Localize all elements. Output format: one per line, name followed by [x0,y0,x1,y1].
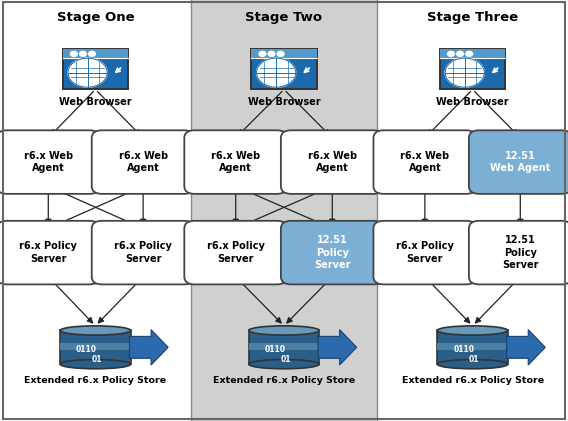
Ellipse shape [437,326,508,335]
Text: r6.x Policy
Server: r6.x Policy Server [207,241,265,264]
Circle shape [257,58,296,87]
Text: r6.x Web
Agent: r6.x Web Agent [24,151,73,173]
Circle shape [457,51,463,56]
Text: r6.x Web
Agent: r6.x Web Agent [308,151,357,173]
Circle shape [268,51,275,56]
FancyBboxPatch shape [63,50,128,90]
Circle shape [89,51,95,56]
FancyBboxPatch shape [251,50,317,90]
Text: 0110: 0110 [76,345,97,354]
FancyBboxPatch shape [184,221,287,285]
FancyBboxPatch shape [251,50,317,58]
Text: Stage One: Stage One [57,11,134,24]
Bar [191,0,377,421]
Bar [0,0,191,421]
FancyBboxPatch shape [281,131,384,194]
Circle shape [445,58,485,87]
Text: Stage Three: Stage Three [427,11,518,24]
Bar [249,343,319,350]
Ellipse shape [249,360,319,369]
Text: r6.x Web
Agent: r6.x Web Agent [400,151,449,173]
Bar [249,330,319,364]
Text: Extended r6.x Policy Store: Extended r6.x Policy Store [213,376,355,384]
Text: r6.x Policy
Server: r6.x Policy Server [114,241,172,264]
Ellipse shape [60,326,131,335]
Text: 01: 01 [281,354,291,364]
Circle shape [259,51,266,56]
Text: r6.x Web
Agent: r6.x Web Agent [211,151,260,173]
Text: 12.51
Policy
Server: 12.51 Policy Server [314,235,350,270]
FancyBboxPatch shape [469,221,568,285]
Circle shape [448,51,454,56]
Text: Extended r6.x Policy Store: Extended r6.x Policy Store [24,376,166,384]
FancyBboxPatch shape [0,221,100,285]
Text: Stage Two: Stage Two [245,11,323,24]
FancyBboxPatch shape [469,131,568,194]
Polygon shape [507,330,545,365]
Text: 01: 01 [469,354,479,364]
FancyBboxPatch shape [184,131,287,194]
Ellipse shape [60,360,131,369]
Text: Web Browser: Web Browser [436,97,509,107]
Circle shape [277,51,284,56]
Bar [60,330,131,364]
Circle shape [80,51,86,56]
Text: r6.x Policy
Server: r6.x Policy Server [396,241,454,264]
Text: Web Browser: Web Browser [59,97,132,107]
FancyBboxPatch shape [281,221,384,285]
Text: Web Browser: Web Browser [248,97,320,107]
Bar [377,0,568,421]
Ellipse shape [249,326,319,335]
FancyBboxPatch shape [374,221,476,285]
Text: 0110: 0110 [265,345,286,354]
FancyBboxPatch shape [92,131,194,194]
FancyBboxPatch shape [440,50,506,90]
FancyBboxPatch shape [374,131,476,194]
Circle shape [68,58,107,87]
Bar [437,330,508,364]
FancyBboxPatch shape [63,50,128,58]
Bar [437,343,508,350]
Text: 0110: 0110 [453,345,474,354]
Text: Extended r6.x Policy Store: Extended r6.x Policy Store [402,376,544,384]
Circle shape [466,51,473,56]
Polygon shape [318,330,357,365]
Ellipse shape [437,360,508,369]
FancyBboxPatch shape [92,221,194,285]
Bar [60,343,131,350]
Text: 12.51
Web Agent: 12.51 Web Agent [490,151,550,173]
Polygon shape [130,330,168,365]
FancyBboxPatch shape [0,131,100,194]
Circle shape [70,51,77,56]
FancyBboxPatch shape [440,50,506,58]
Text: 12.51
Policy
Server: 12.51 Policy Server [502,235,538,270]
Text: 01: 01 [92,354,102,364]
Text: r6.x Web
Agent: r6.x Web Agent [119,151,168,173]
Text: r6.x Policy
Server: r6.x Policy Server [19,241,77,264]
